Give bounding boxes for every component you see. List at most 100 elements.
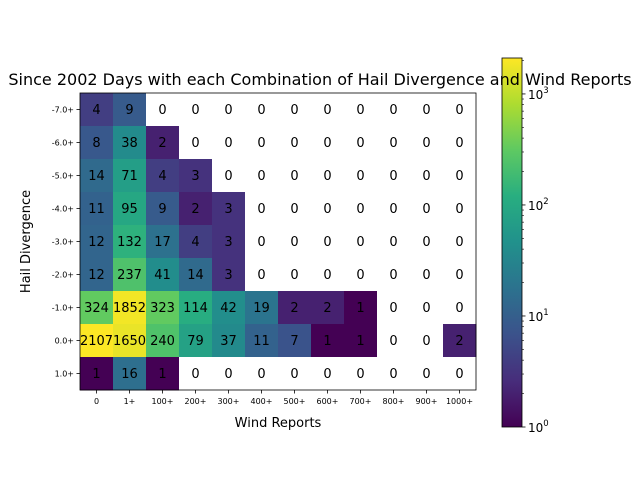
heatmap-cell [245, 291, 279, 325]
colorbar-tick-label: 100 [528, 419, 549, 435]
heatmap-cell [146, 93, 180, 127]
heatmap-cell [311, 93, 345, 127]
cell-value-label: 0 [224, 136, 232, 151]
heatmap-cell [443, 126, 477, 160]
heatmap-cell [410, 192, 444, 226]
cell-value-label: 4 [92, 103, 100, 118]
cell-value-label: 0 [356, 202, 364, 217]
heatmap-cell [113, 225, 147, 259]
x-tick-label: 700+ [350, 397, 372, 406]
cell-value-label: 79 [187, 334, 204, 349]
cell-value-label: 323 [150, 301, 175, 316]
cell-value-label: 0 [290, 136, 298, 151]
cell-value-label: 0 [224, 367, 232, 382]
cell-value-label: 0 [290, 202, 298, 217]
heatmap-cell [377, 159, 411, 193]
heatmap-cell [212, 159, 246, 193]
cell-value-label: 9 [158, 202, 166, 217]
heatmap-cell [113, 159, 147, 193]
heatmap-cell [410, 258, 444, 292]
heatmap-cell [146, 192, 180, 226]
cell-value-label: 1 [158, 367, 166, 382]
cell-value-label: 0 [191, 103, 199, 118]
cell-value-label: 95 [121, 202, 138, 217]
cell-value-label: 0 [224, 169, 232, 184]
heatmap-cell [311, 258, 345, 292]
heatmap-cell [344, 159, 378, 193]
cell-value-label: 0 [356, 235, 364, 250]
cell-value-label: 114 [183, 301, 208, 316]
cell-value-label: 0 [422, 103, 430, 118]
heatmap-cell [344, 324, 378, 358]
y-tick-label: -7.0+ [52, 106, 74, 115]
heatmap-cell [278, 93, 312, 127]
cell-value-label: 0 [422, 367, 430, 382]
cell-value-label: 0 [257, 202, 265, 217]
heatmap-cell [179, 126, 213, 160]
heatmap-cell [179, 324, 213, 358]
heatmap-cell [443, 93, 477, 127]
heatmap-cell [344, 126, 378, 160]
cell-value-label: 8 [92, 136, 100, 151]
cell-value-label: 0 [455, 202, 463, 217]
heatmap-cell [146, 291, 180, 325]
heatmap-cell [410, 324, 444, 358]
cell-value-label: 4 [191, 235, 199, 250]
heatmap-cell [245, 225, 279, 259]
cell-value-label: 0 [257, 235, 265, 250]
heatmap-cell [278, 258, 312, 292]
heatmap-cell [179, 159, 213, 193]
cell-value-label: 16 [121, 367, 138, 382]
heatmap-cell [146, 225, 180, 259]
cell-value-label: 0 [389, 103, 397, 118]
heatmap-cell [311, 126, 345, 160]
cell-value-label: 1 [92, 367, 100, 382]
heatmap-cell [278, 225, 312, 259]
heatmap-cell [113, 357, 147, 391]
x-tick-label: 0 [94, 397, 99, 406]
x-tick-label: 200+ [185, 397, 207, 406]
cell-value-label: 0 [356, 103, 364, 118]
cell-value-label: 2 [323, 301, 331, 316]
cell-value-label: 38 [121, 136, 138, 151]
heatmap-cell [179, 225, 213, 259]
chart-title: Since 2002 Days with each Combination of… [8, 70, 631, 89]
heatmap-cell [344, 291, 378, 325]
cell-value-label: 0 [290, 367, 298, 382]
cell-value-label: 132 [117, 235, 142, 250]
cell-value-label: 0 [422, 235, 430, 250]
cell-value-label: 0 [422, 334, 430, 349]
cell-value-label: 0 [389, 334, 397, 349]
cell-value-label: 0 [455, 235, 463, 250]
cell-value-label: 0 [389, 301, 397, 316]
cell-value-label: 1852 [113, 301, 146, 316]
heatmap-cell [245, 93, 279, 127]
cell-value-label: 0 [257, 169, 265, 184]
y-tick-label: 1.0+ [55, 370, 74, 379]
cell-value-label: 71 [121, 169, 138, 184]
cell-value-label: 0 [323, 169, 331, 184]
heatmap-cell [179, 93, 213, 127]
heatmap-cell [146, 126, 180, 160]
heatmap-cell [113, 324, 147, 358]
cell-value-label: 0 [323, 268, 331, 283]
cell-value-label: 0 [422, 301, 430, 316]
heatmap-cell [443, 192, 477, 226]
heatmap-cell [311, 291, 345, 325]
colorbar-tick-label: 103 [528, 86, 549, 102]
heatmap-cell [443, 291, 477, 325]
cell-value-label: 14 [88, 169, 105, 184]
cell-value-label: 2 [191, 202, 199, 217]
heatmap-cell [212, 192, 246, 226]
heatmap-cell [311, 357, 345, 391]
y-tick-label: -1.0+ [52, 304, 74, 313]
cell-value-label: 0 [158, 103, 166, 118]
cell-value-label: 0 [356, 367, 364, 382]
cell-value-label: 0 [257, 367, 265, 382]
heatmap-cell [245, 159, 279, 193]
cell-value-label: 0 [257, 103, 265, 118]
cell-value-label: 0 [455, 301, 463, 316]
cell-value-label: 0 [323, 367, 331, 382]
heatmap-cell [212, 258, 246, 292]
